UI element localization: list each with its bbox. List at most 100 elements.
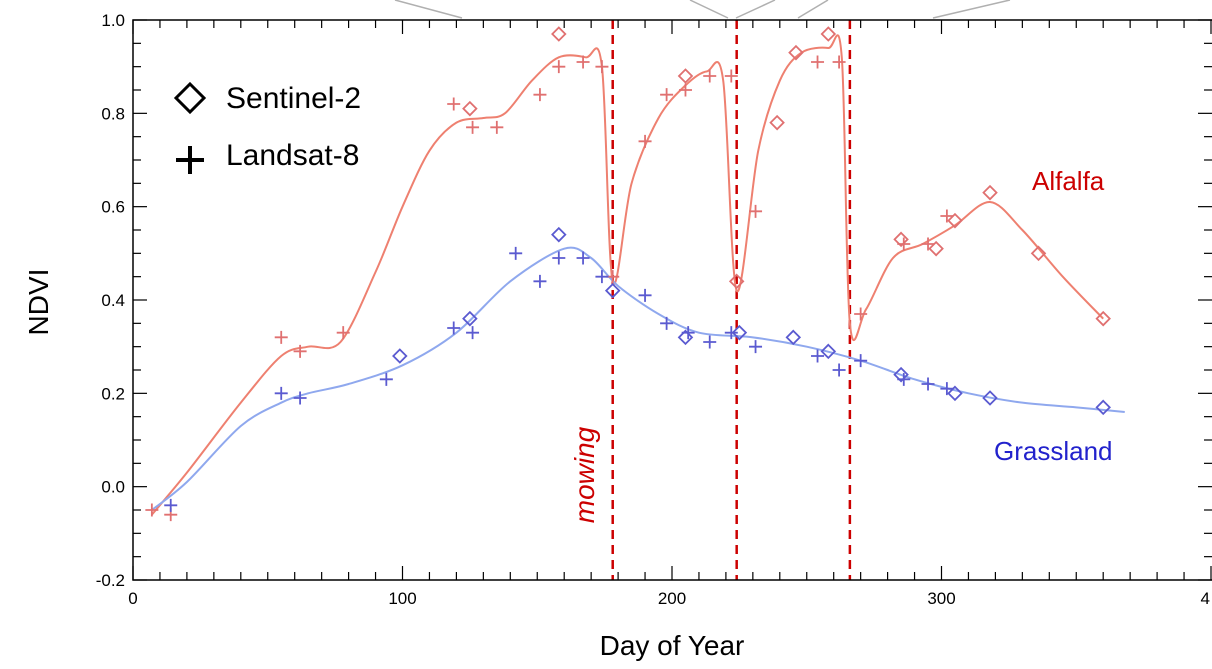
grassland-sentinel2-point (392, 348, 408, 364)
alfalfa-landsat8-point (660, 88, 674, 102)
alfalfa-sentinel2-point (788, 44, 804, 61)
alfalfa-landsat8-point (703, 69, 717, 83)
grassland-landsat8-point (466, 326, 480, 340)
alfalfa-landsat8-point (274, 330, 288, 344)
grassland-sentinel2-point (731, 324, 748, 341)
alfalfa-sentinel2-point (893, 231, 909, 248)
grassland-sentinel2-point (1095, 399, 1111, 416)
legend-landsat8: Landsat-8 (176, 139, 359, 174)
grassland-landsat8-point (552, 251, 566, 265)
series-label-grassland: Grassland (994, 436, 1113, 466)
alfalfa-landsat8-point (832, 55, 846, 69)
alfalfa-sentinel2-point (728, 273, 745, 290)
alfalfa-sentinel2-point (982, 184, 998, 201)
alfalfa-landsat8-point (638, 134, 652, 148)
alfalfa-landsat8-point (552, 60, 566, 74)
grassland-sentinel2-point (982, 390, 998, 406)
grassland-landsat8-point (293, 391, 307, 405)
fitted-curves (151, 34, 1125, 516)
grassland-landsat8-point (811, 349, 825, 363)
y-tick-label: 0.6 (101, 198, 125, 217)
legend-landsat8-label: Landsat-8 (226, 139, 359, 172)
mowing-lines (611, 20, 852, 580)
grassland-curve (151, 246, 1125, 511)
alfalfa-landsat8-point (724, 69, 738, 83)
grassland-landsat8-point (660, 316, 674, 330)
grassland-landsat8-point (447, 321, 461, 335)
axis-ticks (132, 19, 1212, 581)
legend: Sentinel-2 Landsat-8 (173, 81, 361, 174)
alfalfa-landsat8-point (490, 120, 504, 134)
alfalfa-landsat8-point (533, 88, 547, 102)
grassland-landsat8-point (921, 377, 935, 391)
grassland-landsat8-point (749, 340, 763, 354)
x-tick-label: 100 (388, 589, 416, 608)
y-axis-title: NDVI (23, 269, 54, 336)
data-points (145, 26, 1111, 522)
grassland-sentinel2-point (947, 385, 963, 402)
grassland-landsat8-point (638, 288, 652, 302)
leader-line (394, 0, 463, 19)
leader-line (797, 0, 829, 19)
grassland-sentinel2-point (462, 310, 478, 327)
alfalfa-sentinel2-point (820, 26, 837, 42)
alfalfa-landsat8-point (595, 60, 609, 74)
alfalfa-landsat8-point (897, 237, 911, 251)
grassland-landsat8-point (703, 335, 717, 349)
grassland-landsat8-point (832, 363, 846, 377)
series-label-alfalfa: Alfalfa (1032, 166, 1105, 196)
grassland-landsat8-point (379, 372, 393, 386)
alfalfa-landsat8-point (576, 55, 590, 69)
x-tick-label: 200 (658, 589, 686, 608)
x-axis-title: Day of Year (600, 630, 745, 661)
y-tick-label: 0.0 (101, 478, 125, 497)
alfalfa-landsat8-point (336, 326, 350, 340)
alfalfa-landsat8-point (940, 209, 954, 223)
alfalfa-landsat8-point (447, 97, 461, 111)
grassland-landsat8-point (533, 274, 547, 288)
alfalfa-landsat8-point (749, 204, 763, 218)
y-tick-label: -0.2 (96, 571, 125, 590)
grassland-sentinel2-point (820, 343, 837, 360)
y-tick-label: 0.8 (101, 104, 125, 123)
grassland-landsat8-point (595, 270, 609, 284)
grassland-landsat8-point (164, 498, 178, 512)
alfalfa-sentinel2-point (769, 114, 785, 131)
alfalfa-landsat8-point (921, 237, 935, 251)
leader-line (689, 0, 729, 19)
alfalfa-sentinel2-point (462, 100, 478, 117)
alfalfa-sentinel2-point (947, 212, 963, 229)
legend-sentinel2-label: Sentinel-2 (226, 82, 361, 115)
alfalfa-curve (151, 34, 1104, 516)
y-tick-label: 1.0 (101, 11, 125, 30)
grassland-landsat8-point (576, 251, 590, 265)
plus-marker-icon (176, 146, 204, 174)
axis-tick-labels: 0 100 200 300 4 -0.2 0.0 0.2 0.4 0.6 0.8 1.0 (96, 11, 1210, 608)
alfalfa-sentinel2-point (1030, 245, 1047, 262)
grassland-landsat8-point (509, 246, 523, 260)
alfalfa-landsat8-point (145, 503, 159, 517)
grassland-landsat8-point (724, 326, 738, 340)
leader-lines (394, 0, 1011, 19)
grassland-landsat8-point (940, 382, 954, 396)
alfalfa-landsat8-point (811, 55, 825, 69)
alfalfa-landsat8-point (854, 307, 868, 321)
grassland-landsat8-point (274, 386, 288, 400)
alfalfa-sentinel2-point (928, 240, 944, 257)
grassland-landsat8-point (681, 326, 695, 340)
grassland-landsat8-point (854, 354, 868, 368)
legend-sentinel2: Sentinel-2 (173, 81, 361, 115)
grassland-sentinel2-point (677, 329, 694, 346)
alfalfa-landsat8-point (466, 120, 480, 134)
mowing-annotation: mowing (569, 426, 600, 523)
alfalfa-sentinel2-point (1095, 310, 1111, 327)
alfalfa-sentinel2-point (551, 26, 567, 42)
diamond-marker-icon (173, 81, 207, 115)
y-tick-label: 0.4 (101, 291, 125, 310)
alfalfa-landsat8-point (678, 83, 692, 97)
x-tick-label: 4 (1201, 589, 1210, 608)
grassland-sentinel2-point (893, 366, 909, 383)
x-tick-label: 300 (927, 589, 955, 608)
alfalfa-sentinel2-point (677, 68, 694, 84)
